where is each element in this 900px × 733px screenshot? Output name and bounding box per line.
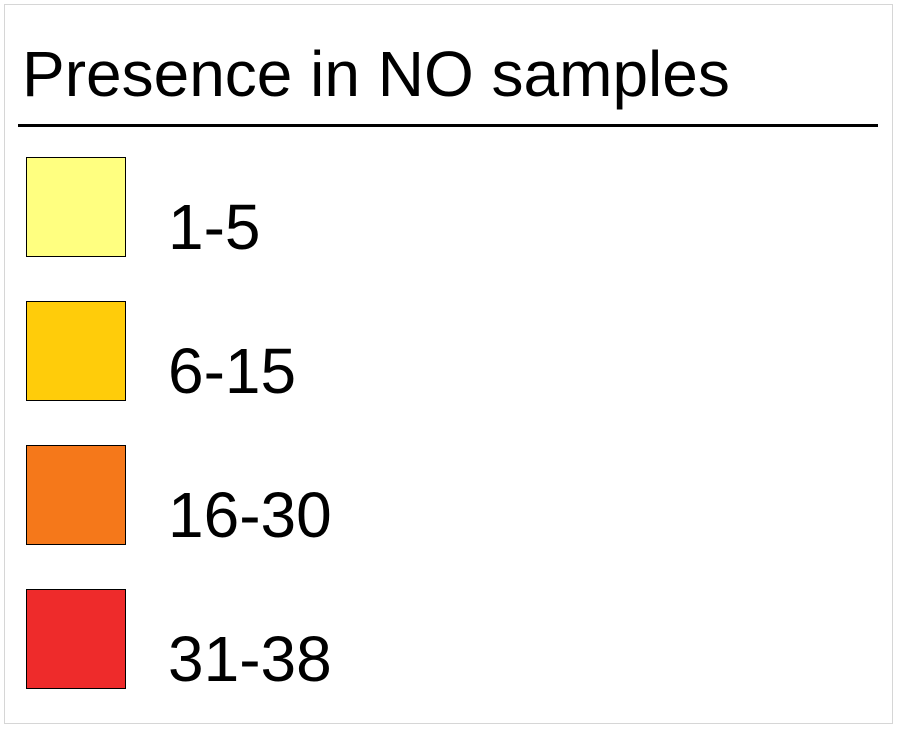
legend-swatch [26, 589, 126, 689]
legend-title: Presence in NO samples [22, 38, 730, 110]
legend-swatch [26, 445, 126, 545]
legend-label: 16-30 [168, 479, 332, 551]
legend-label: 1-5 [168, 191, 261, 263]
legend-item: 31-38 [26, 589, 526, 733]
legend-swatch [26, 157, 126, 257]
legend-label: 6-15 [168, 335, 297, 407]
legend-item: 1-5 [26, 157, 526, 301]
legend-item: 6-15 [26, 301, 526, 445]
legend-swatch [26, 301, 126, 401]
legend-items: 1-5 6-15 16-30 31-38 [26, 157, 526, 733]
legend-label: 31-38 [168, 623, 332, 695]
legend-title-divider [18, 124, 878, 127]
legend-item: 16-30 [26, 445, 526, 589]
